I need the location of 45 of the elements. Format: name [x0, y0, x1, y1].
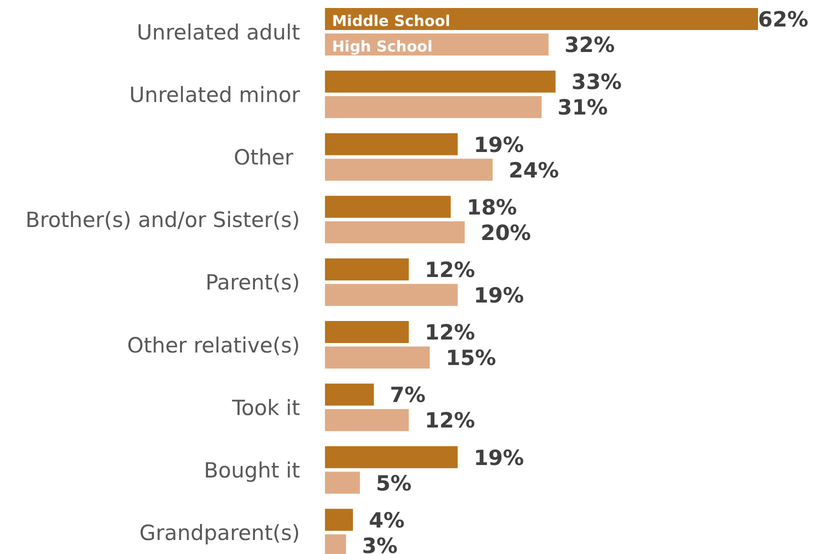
bar	[325, 196, 451, 218]
series-label: High School	[332, 38, 432, 56]
y-tick-label: Grandparent(s)	[139, 521, 300, 546]
data-label: 20%	[480, 220, 531, 245]
data-label: 62%	[758, 8, 808, 32]
bar	[325, 8, 758, 30]
y-tick-label: Unrelated minor	[129, 82, 300, 107]
y-tick-label: Other	[234, 146, 300, 170]
bar	[325, 321, 409, 343]
data-label: 7%	[390, 383, 426, 408]
y-tick-label: Parent(s)	[205, 270, 300, 295]
series-label: Middle School	[332, 12, 450, 30]
y-tick-label: Took it	[231, 396, 300, 420]
data-label: 32%	[564, 33, 615, 58]
data-label: 18%	[466, 195, 517, 220]
data-label: 19%	[474, 446, 524, 470]
y-tick-label: Brother(s) and/or Sister(s)	[26, 208, 300, 232]
bar	[325, 284, 458, 306]
bar	[325, 346, 430, 368]
bar	[325, 384, 374, 406]
y-tick-label: Other relative(s)	[127, 333, 300, 358]
data-label: 12%	[424, 320, 476, 345]
y-tick-label: Bought it	[204, 458, 300, 483]
bar	[325, 409, 409, 432]
data-label: 12%	[424, 258, 476, 282]
bar	[325, 70, 556, 93]
y-tick-label: Unrelated adult	[136, 20, 300, 44]
data-label: 31%	[558, 96, 608, 120]
data-label: 12%	[424, 408, 476, 433]
data-label: 15%	[446, 346, 496, 370]
data-label: 5%	[376, 471, 412, 496]
bar	[325, 221, 465, 244]
data-label: 33%	[571, 70, 622, 94]
data-label: 24%	[508, 158, 559, 182]
bar	[325, 508, 353, 531]
bar	[325, 258, 409, 280]
data-label: 19%	[474, 132, 524, 157]
bar	[325, 472, 360, 494]
bar	[325, 133, 458, 156]
bar	[325, 158, 493, 181]
bar	[325, 96, 542, 118]
bar	[325, 446, 458, 468]
data-label: 4%	[368, 508, 405, 532]
data-label: 3%	[362, 534, 398, 554]
data-label: 19%	[474, 283, 524, 308]
